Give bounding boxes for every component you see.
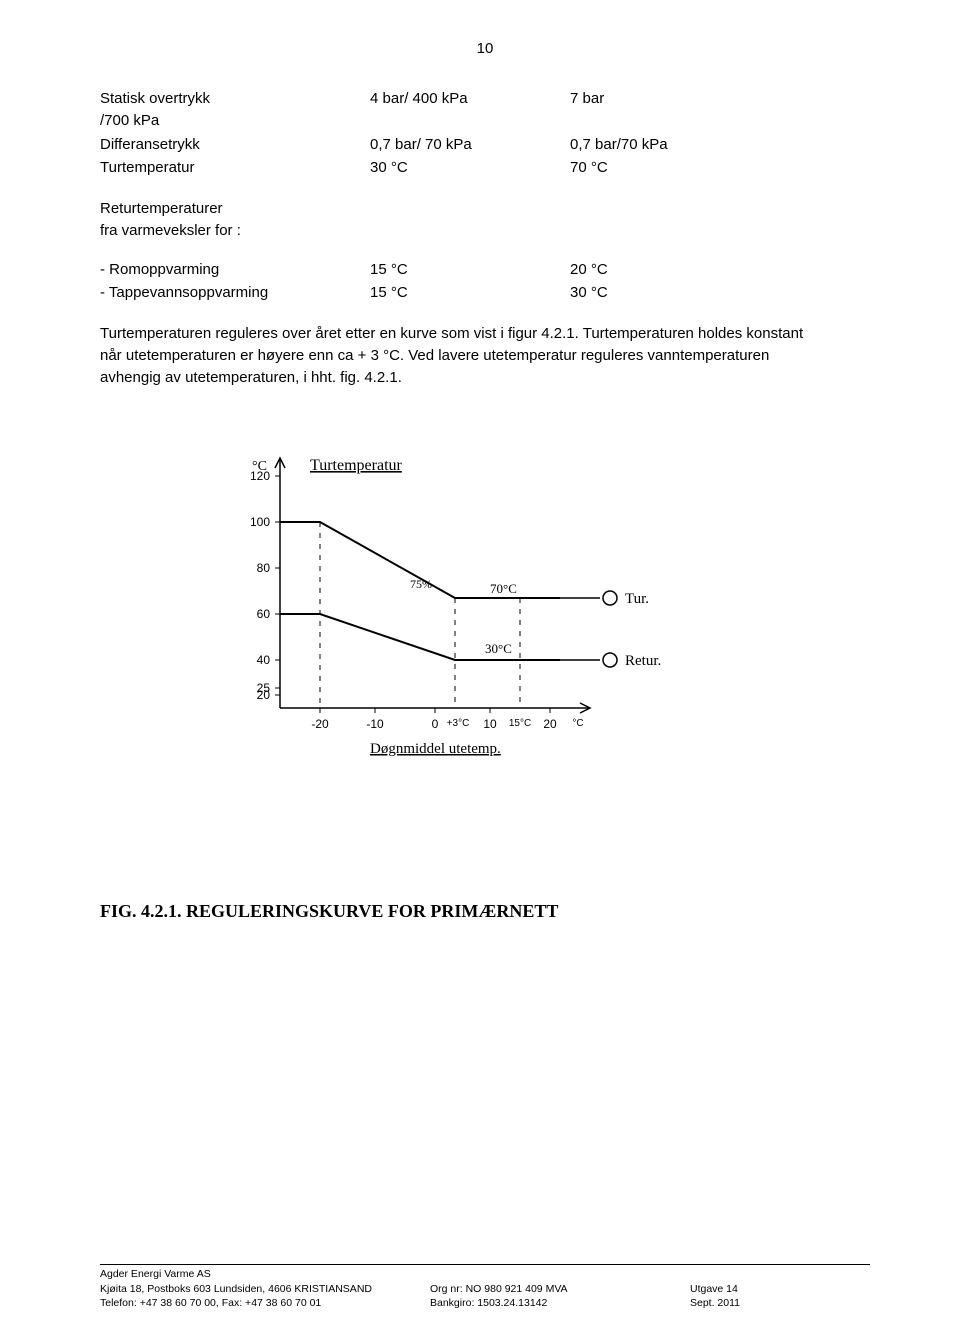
- cell-value: 20 °C: [570, 258, 730, 282]
- cell-value: 0,7 bar/70 kPa: [570, 133, 730, 157]
- svg-text:Turtemperatur: Turtemperatur: [310, 457, 403, 474]
- svg-text:100: 100: [250, 515, 270, 529]
- footer-row: Kjøita 18, Postboks 603 Lundsiden, 4606 …: [100, 1282, 870, 1296]
- table-row: - Romoppvarming 15 °C 20 °C: [100, 258, 730, 282]
- svg-text:20: 20: [543, 717, 557, 731]
- cell-value: 4 bar/ 400 kPa: [370, 87, 570, 133]
- regulation-curve-chart: 2025406080100120°C-20-100+3°C1015°C20°CT…: [190, 448, 870, 798]
- svg-text:-10: -10: [366, 717, 384, 731]
- svg-text:0: 0: [432, 717, 439, 731]
- svg-text:75%: 75%: [410, 577, 432, 591]
- cell-label: Turtemperatur: [100, 156, 370, 180]
- table2-heading: Returtemperaturerfra varmeveksler for :: [100, 198, 820, 242]
- svg-text:Tur.: Tur.: [625, 591, 649, 607]
- svg-text:40: 40: [257, 653, 271, 667]
- data-table-2: - Romoppvarming 15 °C 20 °C - Tappevanns…: [100, 258, 730, 306]
- cell-value: 30 °C: [570, 281, 730, 305]
- svg-text:80: 80: [257, 561, 271, 575]
- table-row: - Tappevannsoppvarming 15 °C 30 °C: [100, 281, 730, 305]
- cell-value: 7 bar: [570, 87, 730, 133]
- cell-label: Statisk overtrykk/700 kPa: [100, 87, 370, 133]
- footer-phone: Telefon: +47 38 60 70 00, Fax: +47 38 60…: [100, 1296, 430, 1310]
- cell-label: - Tappevannsoppvarming: [100, 281, 370, 305]
- page-footer: Agder Energi Varme AS Kjøita 18, Postbok…: [100, 1264, 870, 1310]
- cell-value: 15 °C: [370, 258, 570, 282]
- svg-text:Døgnmiddel utetemp.: Døgnmiddel utetemp.: [370, 741, 501, 757]
- cell-label: - Romoppvarming: [100, 258, 370, 282]
- footer-orgnr: Org nr: NO 980 921 409 MVA: [430, 1282, 690, 1296]
- cell-value: 70 °C: [570, 156, 730, 180]
- cell-value: 30 °C: [370, 156, 570, 180]
- svg-text:Retur.: Retur.: [625, 653, 661, 669]
- svg-text:+3°C: +3°C: [447, 718, 470, 729]
- body-paragraph: Turtemperaturen reguleres over året ette…: [100, 323, 820, 388]
- table-row: Turtemperatur 30 °C 70 °C: [100, 156, 730, 180]
- svg-text:°C: °C: [572, 718, 583, 729]
- svg-text:30°C: 30°C: [485, 641, 512, 656]
- cell-value: 0,7 bar/ 70 kPa: [370, 133, 570, 157]
- svg-text:-20: -20: [311, 717, 329, 731]
- footer-row: Telefon: +47 38 60 70 00, Fax: +47 38 60…: [100, 1296, 870, 1310]
- svg-text:10: 10: [483, 717, 497, 731]
- footer-date: Sept. 2011: [690, 1296, 870, 1310]
- svg-text:°C: °C: [252, 459, 267, 474]
- footer-address: Kjøita 18, Postboks 603 Lundsiden, 4606 …: [100, 1282, 430, 1296]
- footer-bankgiro: Bankgiro: 1503.24.13142: [430, 1296, 690, 1310]
- page-number: 10: [100, 40, 870, 57]
- svg-text:70°C: 70°C: [490, 581, 517, 596]
- svg-text:60: 60: [257, 607, 271, 621]
- cell-label: Differansetrykk: [100, 133, 370, 157]
- svg-text:15°C: 15°C: [509, 718, 531, 729]
- cell-value: 15 °C: [370, 281, 570, 305]
- table-row: Differansetrykk 0,7 bar/ 70 kPa 0,7 bar/…: [100, 133, 730, 157]
- footer-company: Agder Energi Varme AS: [100, 1267, 870, 1281]
- table-row: Statisk overtrykk/700 kPa 4 bar/ 400 kPa…: [100, 87, 730, 133]
- figure-caption: FIG. 4.2.1. REGULERINGSKURVE FOR PRIMÆRN…: [100, 898, 870, 924]
- footer-edition: Utgave 14: [690, 1282, 870, 1296]
- svg-text:25: 25: [257, 681, 271, 695]
- data-table-1: Statisk overtrykk/700 kPa 4 bar/ 400 kPa…: [100, 87, 730, 180]
